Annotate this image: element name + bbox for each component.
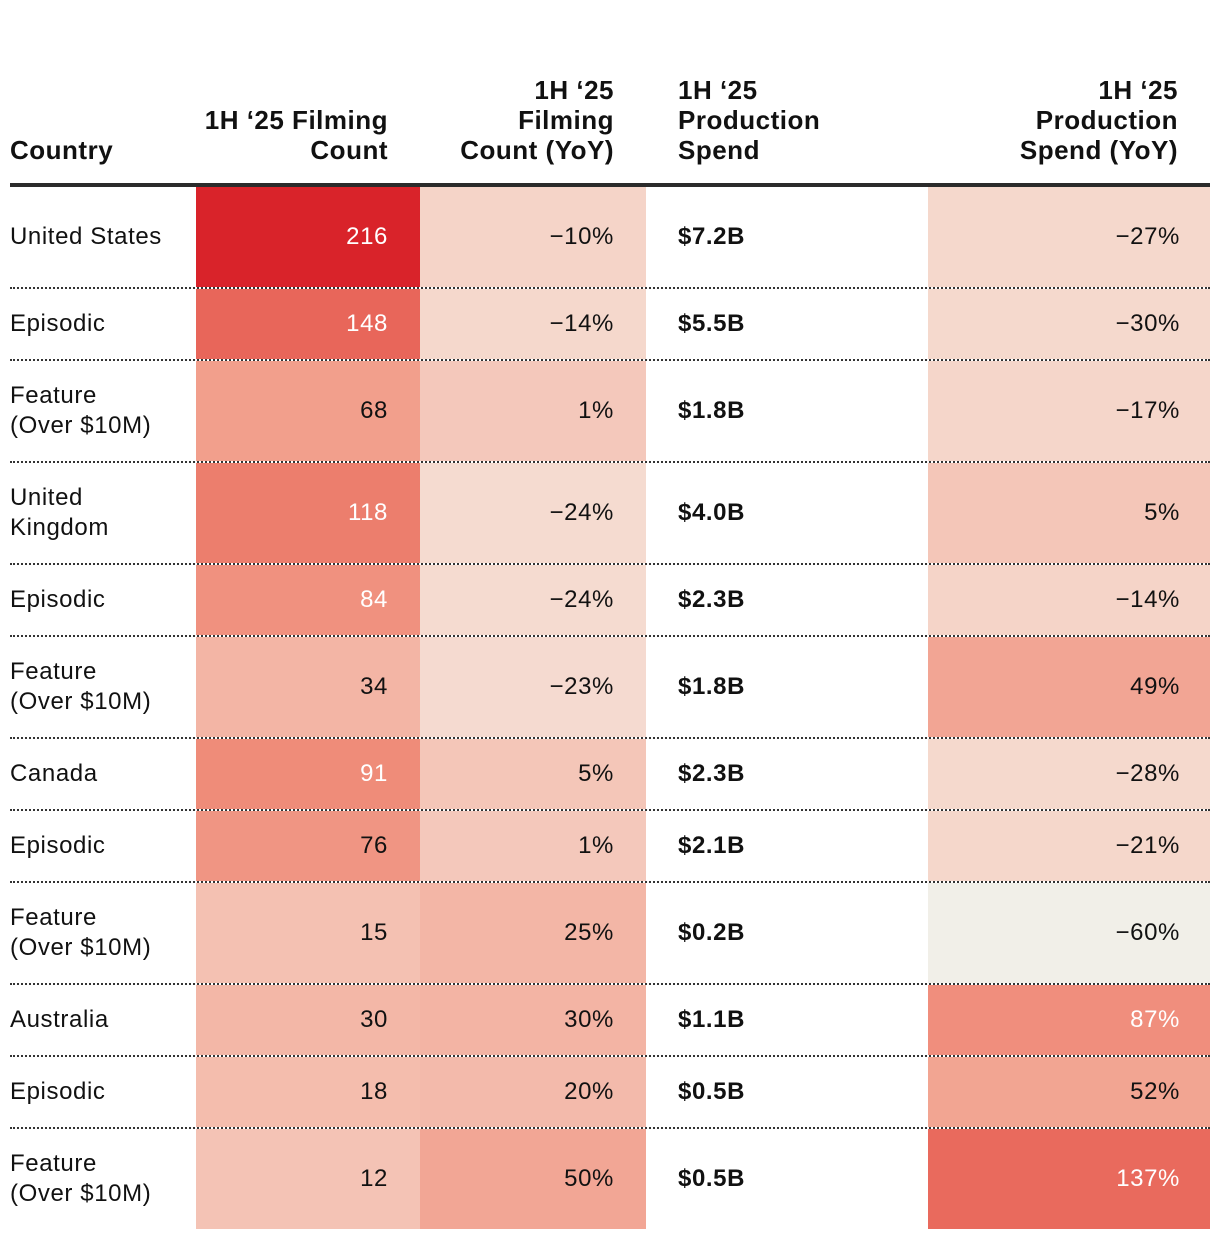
cell-production-spend-yoy: −30% (928, 289, 1210, 359)
cell-filming-yoy: 5% (420, 739, 646, 809)
cell-filming-yoy: 1% (420, 361, 646, 461)
cell-production-spend: $0.2B (678, 919, 746, 946)
cell-production-spend-yoy: 52% (928, 1057, 1210, 1127)
cell-filming-yoy: −24% (420, 463, 646, 563)
cell-filming-yoy: 25% (420, 883, 646, 983)
table-body: United States 216 −10% $7.2B −27% Episodic 148… (10, 187, 1210, 1229)
table-row: Episodic 84 −24% $2.3B −14% (10, 565, 1210, 637)
cell-country: Canada (10, 760, 98, 787)
cell-production-spend: $2.1B (678, 832, 746, 859)
cell-filming-yoy: 30% (420, 985, 646, 1055)
cell-country: Feature (Over $10M) (10, 382, 152, 439)
cell-production-spend-yoy: −17% (928, 361, 1210, 461)
cell-filming-count: 34 (196, 637, 420, 737)
cell-filming-count: 18 (196, 1057, 420, 1127)
table-row: Episodic 18 20% $0.5B 52% (10, 1057, 1210, 1129)
header-country: Country (10, 135, 114, 165)
cell-production-spend-yoy: −21% (928, 811, 1210, 881)
header-production-spend-yoy: 1H ‘25 Production Spend (YoY) (1019, 75, 1178, 165)
cell-production-spend: $1.8B (678, 673, 746, 700)
cell-filming-count: 76 (196, 811, 420, 881)
table-row: Feature (Over $10M) 34 −23% $1.8B 49% (10, 637, 1210, 739)
cell-filming-count: 15 (196, 883, 420, 983)
cell-country: Episodic (10, 1078, 106, 1105)
cell-production-spend-yoy: 137% (928, 1129, 1210, 1229)
cell-production-spend: $0.5B (678, 1165, 746, 1192)
cell-filming-yoy: 1% (420, 811, 646, 881)
cell-filming-count: 68 (196, 361, 420, 461)
cell-filming-yoy: −24% (420, 565, 646, 635)
table-row: United Kingdom 118 −24% $4.0B 5% (10, 463, 1210, 565)
cell-country: Episodic (10, 586, 106, 613)
header-filming-count-yoy: 1H ‘25 Filming Count (YoY) (460, 75, 614, 165)
cell-production-spend: $1.1B (678, 1006, 746, 1033)
header-production-spend: 1H ‘25 Production Spend (678, 75, 821, 165)
cell-production-spend-yoy: 87% (928, 985, 1210, 1055)
production-table: Country 1H ‘25 Filming Count 1H ‘25 Film… (10, 0, 1210, 1229)
cell-production-spend: $4.0B (678, 499, 746, 526)
cell-production-spend-yoy: −60% (928, 883, 1210, 983)
cell-production-spend-yoy: 5% (928, 463, 1210, 563)
cell-production-spend: $0.5B (678, 1078, 746, 1105)
table-row: Feature (Over $10M) 12 50% $0.5B 137% (10, 1129, 1210, 1229)
cell-country: United States (10, 223, 162, 250)
cell-filming-yoy: 50% (420, 1129, 646, 1229)
table-row: Canada 91 5% $2.3B −28% (10, 739, 1210, 811)
cell-country: Feature (Over $10M) (10, 904, 152, 961)
table-row: United States 216 −10% $7.2B −27% (10, 187, 1210, 289)
cell-filming-yoy: −14% (420, 289, 646, 359)
cell-filming-yoy: 20% (420, 1057, 646, 1127)
cell-filming-count: 216 (196, 187, 420, 287)
table-row: Feature (Over $10M) 15 25% $0.2B −60% (10, 883, 1210, 985)
table-row: Episodic 148 −14% $5.5B −30% (10, 289, 1210, 361)
cell-filming-count: 30 (196, 985, 420, 1055)
cell-filming-count: 84 (196, 565, 420, 635)
cell-filming-count: 118 (196, 463, 420, 563)
cell-production-spend: $1.8B (678, 397, 746, 424)
cell-production-spend: $5.5B (678, 310, 746, 337)
cell-filming-yoy: −10% (420, 187, 646, 287)
header-filming-count: 1H ‘25 Filming Count (204, 105, 388, 165)
cell-production-spend-yoy: −27% (928, 187, 1210, 287)
table-row: Australia 30 30% $1.1B 87% (10, 985, 1210, 1057)
table-row: Episodic 76 1% $2.1B −21% (10, 811, 1210, 883)
cell-filming-count: 148 (196, 289, 420, 359)
table-header: Country 1H ‘25 Filming Count 1H ‘25 Film… (10, 0, 1210, 187)
cell-country: Episodic (10, 832, 106, 859)
cell-production-spend-yoy: −28% (928, 739, 1210, 809)
cell-filming-count: 12 (196, 1129, 420, 1229)
cell-production-spend: $2.3B (678, 586, 746, 613)
cell-country: Feature (Over $10M) (10, 658, 152, 715)
cell-production-spend: $2.3B (678, 760, 746, 787)
cell-production-spend: $7.2B (678, 223, 746, 250)
cell-production-spend-yoy: 49% (928, 637, 1210, 737)
cell-filming-count: 91 (196, 739, 420, 809)
cell-filming-yoy: −23% (420, 637, 646, 737)
table-row: Feature (Over $10M) 68 1% $1.8B −17% (10, 361, 1210, 463)
cell-country: Episodic (10, 310, 106, 337)
cell-country: Australia (10, 1006, 109, 1033)
cell-production-spend-yoy: −14% (928, 565, 1210, 635)
cell-country: Feature (Over $10M) (10, 1150, 152, 1207)
cell-country: United Kingdom (10, 484, 109, 541)
